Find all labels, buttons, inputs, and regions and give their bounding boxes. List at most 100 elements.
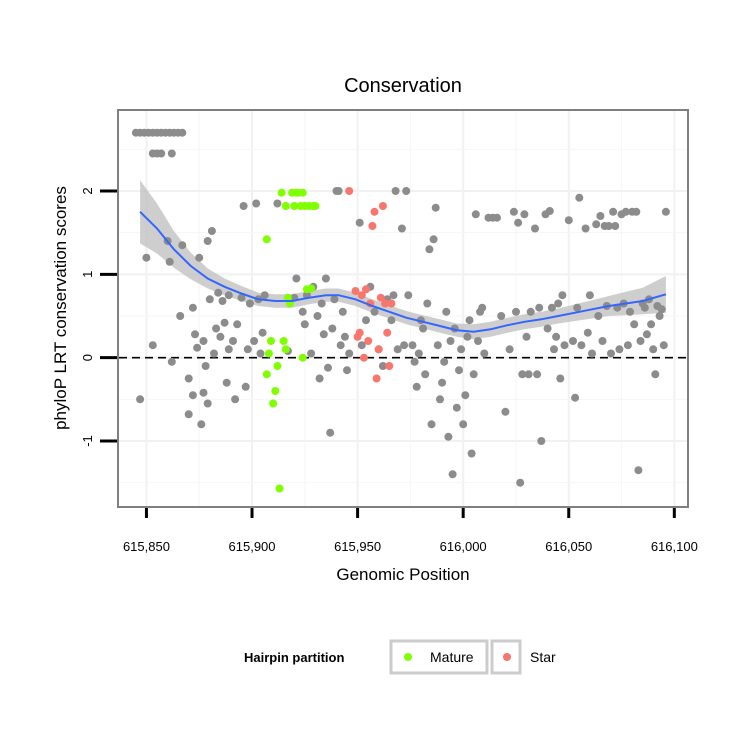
point-other <box>649 345 658 354</box>
point-other <box>457 345 466 354</box>
point-other <box>583 328 592 337</box>
point-other <box>436 395 444 404</box>
point-mature <box>298 353 307 362</box>
point-other <box>474 337 482 345</box>
point-mature <box>262 235 271 244</box>
smooth-line <box>139 211 667 333</box>
x-axis: 615,850 615,900 615,950 616,000 616,050 616,1… <box>123 508 698 554</box>
point-other <box>402 187 411 195</box>
point-other <box>313 312 322 320</box>
point-other <box>425 245 434 254</box>
point-other <box>404 291 413 300</box>
point-other <box>657 305 666 314</box>
x-tick-label: 616,050 <box>545 539 592 554</box>
point-other <box>611 222 620 230</box>
point-other <box>512 307 520 316</box>
point-other <box>429 235 438 244</box>
point-other <box>378 362 387 370</box>
point-other <box>647 320 656 329</box>
plot-panel-border <box>117 109 689 508</box>
point-other <box>585 291 594 300</box>
point-other <box>533 370 542 379</box>
point-other <box>465 316 474 325</box>
point-other <box>250 337 259 345</box>
point-other <box>514 218 523 227</box>
point-other <box>427 420 436 429</box>
point-other <box>444 432 453 441</box>
point-other <box>431 203 440 212</box>
point-star <box>381 299 390 308</box>
point-star <box>355 328 364 337</box>
legend-title: Hairpin partition <box>244 650 344 665</box>
point-other <box>623 341 632 350</box>
point-other <box>497 312 506 320</box>
x-tick-label: 616,100 <box>651 539 698 554</box>
point-other <box>421 370 430 379</box>
point-other <box>391 187 400 195</box>
data-points <box>131 128 670 493</box>
legend-box-star <box>490 639 522 675</box>
point-other <box>197 420 206 429</box>
point-other <box>630 320 639 329</box>
point-other <box>575 193 584 202</box>
point-other <box>362 316 370 325</box>
point-other <box>355 218 364 227</box>
point-other <box>214 288 223 297</box>
point-other <box>273 199 282 208</box>
point-other <box>655 312 664 320</box>
point-other <box>188 391 197 400</box>
point-other <box>224 291 233 300</box>
point-other <box>400 341 409 350</box>
point-other <box>205 295 214 304</box>
point-star <box>370 207 379 216</box>
point-other <box>632 207 641 216</box>
point-other <box>241 382 250 391</box>
point-other <box>307 349 316 358</box>
point-other <box>452 403 461 412</box>
point-other <box>258 328 267 337</box>
point-other <box>571 393 580 402</box>
point-other <box>298 307 307 316</box>
point-other <box>564 216 573 225</box>
point-other <box>184 410 193 419</box>
point-other <box>212 324 221 333</box>
point-other <box>167 149 176 158</box>
point-other <box>501 407 510 416</box>
point-other <box>300 320 309 329</box>
y-axis: -1 0 1 2 <box>80 187 117 447</box>
point-star <box>378 202 387 210</box>
point-mature <box>267 337 275 345</box>
point-other <box>642 330 651 339</box>
point-other <box>414 349 423 358</box>
point-other <box>157 149 166 158</box>
point-other <box>480 349 489 358</box>
point-other <box>207 227 216 235</box>
point-other <box>224 345 233 354</box>
point-other <box>554 299 563 308</box>
point-other <box>167 357 176 366</box>
point-other <box>321 274 330 283</box>
point-other <box>210 349 218 358</box>
x-axis-title: Genomic Position <box>336 565 469 584</box>
point-other <box>469 370 478 379</box>
point-star <box>383 328 392 337</box>
point-other <box>524 370 533 379</box>
point-mature <box>311 202 320 210</box>
point-other <box>520 210 529 219</box>
point-mature <box>277 188 286 197</box>
point-other <box>292 274 301 283</box>
point-other <box>596 212 605 220</box>
point-other <box>446 337 455 345</box>
smooth-curve <box>139 211 667 333</box>
point-other <box>560 341 569 350</box>
legend: Hairpin partition Mature Star <box>244 639 556 675</box>
point-other <box>459 420 468 429</box>
point-other <box>237 293 246 302</box>
ribbon-band <box>140 180 666 340</box>
point-other <box>659 341 668 350</box>
legend-swatch-mature <box>404 653 412 661</box>
point-other <box>408 341 417 350</box>
y-axis-title: phyloP LRT conservation scores <box>51 186 70 430</box>
point-other <box>581 224 590 233</box>
